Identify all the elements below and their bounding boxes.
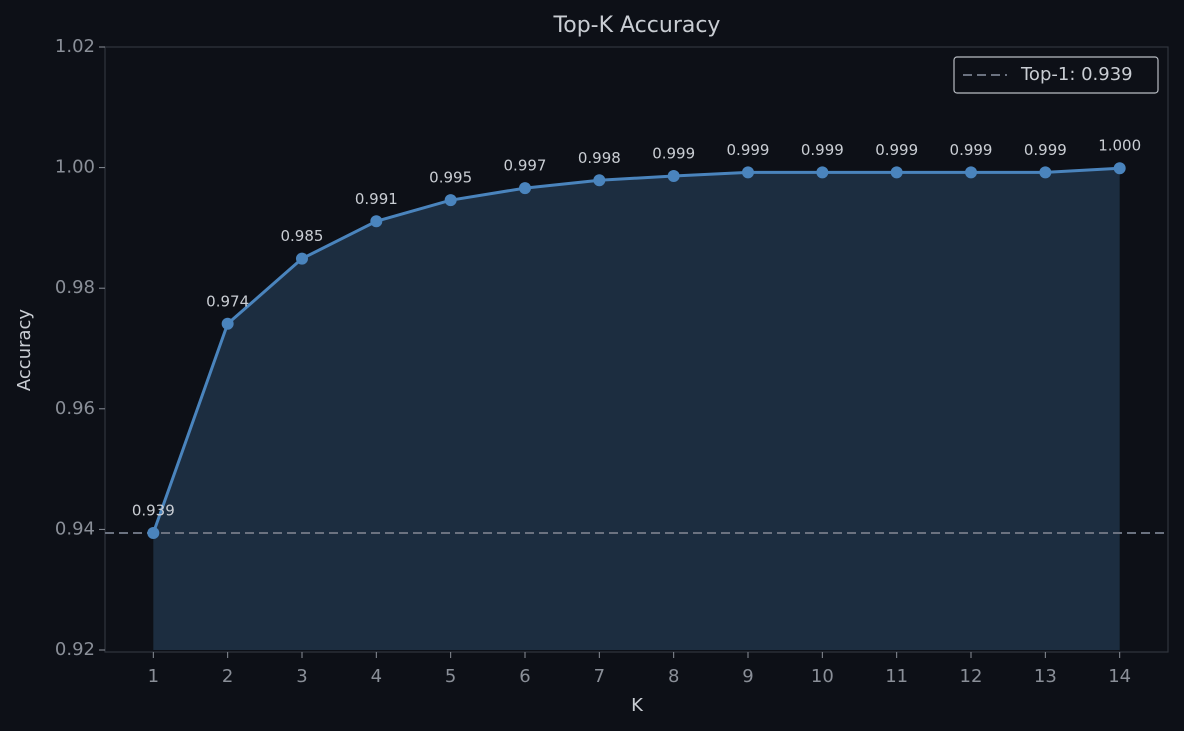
data-label: 0.999 [1024, 141, 1067, 159]
y-tick-label: 0.96 [55, 398, 95, 419]
data-label: 1.000 [1098, 137, 1141, 155]
x-tick-label: 10 [811, 666, 834, 687]
y-tick-label: 0.98 [55, 277, 95, 298]
x-tick-label: 14 [1108, 666, 1131, 687]
x-tick-label: 2 [222, 666, 233, 687]
x-tick-label: 1 [148, 666, 159, 687]
legend-label: Top-1: 0.939 [1020, 64, 1133, 85]
x-tick-label: 11 [885, 666, 908, 687]
area-fill [153, 168, 1120, 650]
point [667, 170, 680, 183]
y-tick-label: 1.02 [55, 36, 95, 57]
y-tick-label: 0.94 [55, 518, 95, 539]
data-label: 0.997 [504, 157, 547, 175]
x-tick-label: 9 [742, 666, 753, 687]
x-tick-label: 3 [296, 666, 307, 687]
data-label: 0.999 [727, 141, 770, 159]
data-label: 0.999 [652, 145, 695, 163]
x-axis-label: K [631, 695, 644, 716]
point [1039, 166, 1052, 179]
point [890, 166, 903, 179]
point [965, 166, 978, 179]
y-tick-label: 0.92 [55, 639, 95, 660]
data-label: 0.995 [429, 169, 472, 187]
data-label: 0.974 [206, 292, 249, 310]
y-axis-label: Accuracy [14, 309, 35, 392]
line [151, 166, 1120, 534]
x-tick-label: 6 [519, 666, 530, 687]
point [1113, 162, 1126, 175]
data-label: 0.939 [132, 502, 175, 520]
plot-frame [104, 46, 1169, 653]
data-label: 0.985 [281, 227, 324, 245]
x-tick-label: 12 [960, 666, 983, 687]
x-tick-label: 5 [445, 666, 456, 687]
point [147, 527, 160, 540]
point [295, 252, 308, 265]
x-tick-label: 8 [668, 666, 679, 687]
point [518, 182, 531, 195]
point [593, 174, 606, 187]
point [816, 166, 829, 179]
data-label: 0.999 [801, 141, 844, 159]
x-tick-label: 4 [371, 666, 382, 687]
data-label: 0.991 [355, 190, 398, 208]
data-label: 0.998 [578, 149, 621, 167]
point [444, 194, 457, 207]
legend-box [953, 56, 1159, 94]
point [370, 215, 383, 228]
point [221, 317, 234, 330]
chart-title: Top-K Accuracy [553, 13, 721, 38]
point [742, 166, 755, 179]
y-tick-label: 1.00 [55, 157, 95, 178]
x-tick-label: 13 [1034, 666, 1057, 687]
data-label: 0.999 [950, 141, 993, 159]
data-label: 0.999 [875, 141, 918, 159]
x-tick-label: 7 [594, 666, 605, 687]
